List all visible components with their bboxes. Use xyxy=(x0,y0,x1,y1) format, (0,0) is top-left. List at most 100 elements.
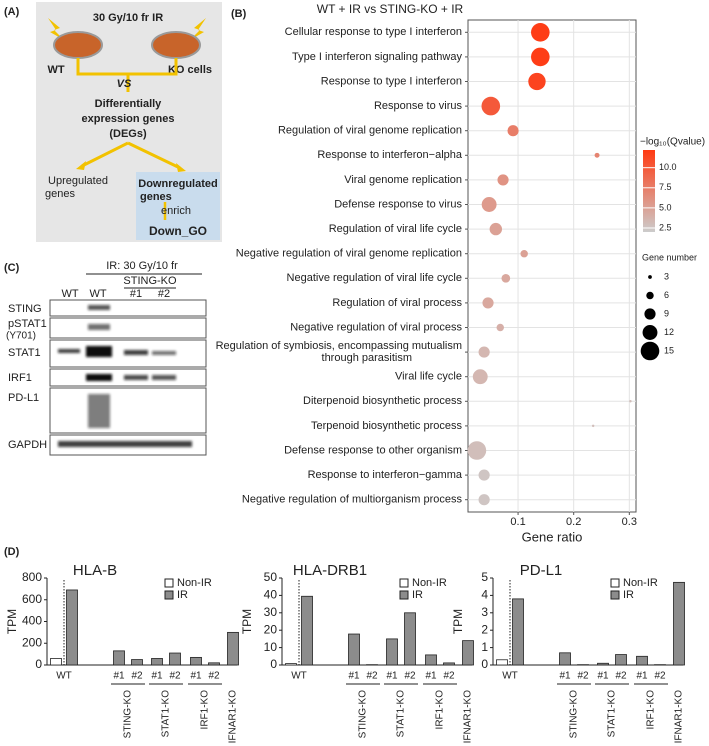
lane-label: #2 xyxy=(158,288,170,300)
dot xyxy=(481,197,497,212)
x-tick-label: #2 xyxy=(366,671,378,682)
bar xyxy=(386,638,398,666)
bar xyxy=(190,656,202,666)
x-tick-label: #2 xyxy=(443,671,455,682)
row-label: pSTAT1 xyxy=(8,318,47,330)
x-tick-label: WT xyxy=(291,671,307,682)
group-label: IFNAR1-KO xyxy=(228,690,239,744)
category-label: Negative regulation of viral life cycle xyxy=(287,272,462,284)
x-tick-label: #2 xyxy=(131,671,143,682)
y-tick-label: 50 xyxy=(264,570,278,584)
group-label: STING-KO xyxy=(123,690,134,739)
category-label: Regulation of symbiosis, encompassing mu… xyxy=(216,340,462,364)
bar xyxy=(425,654,437,666)
x-tick-label: #1 xyxy=(348,671,360,682)
dot xyxy=(528,72,546,91)
category-label: Regulation of viral life cycle xyxy=(329,223,462,235)
group-label: STAT1-KO xyxy=(161,690,172,738)
bar xyxy=(227,631,239,666)
bar xyxy=(404,612,416,666)
x-tick-label: 0.3 xyxy=(622,516,637,528)
lane-label: WT xyxy=(89,288,106,300)
bolt xyxy=(190,18,206,40)
dot xyxy=(497,174,509,186)
x-tick-label: WT xyxy=(56,671,72,682)
category-label: Viral life cycle xyxy=(395,371,462,383)
y-tick-label: 800 xyxy=(22,570,42,584)
bar xyxy=(348,633,360,666)
ko-label: KO cells xyxy=(168,64,212,76)
dot xyxy=(478,494,490,506)
panel-label: (D) xyxy=(4,546,20,558)
row-label: IRF1 xyxy=(8,372,32,384)
legend-label: IR xyxy=(177,589,188,601)
bar xyxy=(169,652,181,666)
arrow xyxy=(81,141,181,170)
y-tick-label: 200 xyxy=(22,635,42,649)
row-label: STAT1 xyxy=(8,347,41,359)
colorbar-label: 5.0 xyxy=(659,202,672,212)
row-label: GAPDH xyxy=(8,439,47,451)
bar xyxy=(512,598,524,666)
category-label: Type I interferon signaling pathway xyxy=(292,51,462,63)
y-tick-label: 3 xyxy=(481,605,488,619)
legend-swatch xyxy=(610,578,620,588)
group-label: STAT1-KO xyxy=(607,690,618,738)
panel-label: (B) xyxy=(231,8,247,20)
dot xyxy=(531,47,550,67)
y-tick-label: 400 xyxy=(22,614,42,628)
bar xyxy=(615,654,627,666)
dot xyxy=(507,125,519,137)
y-axis-label: TPM xyxy=(5,609,19,634)
x-tick-label: #1 xyxy=(425,671,437,682)
down-box xyxy=(136,172,220,240)
wt-label: WT xyxy=(47,64,64,76)
legend-swatch xyxy=(164,590,174,600)
dot xyxy=(501,273,511,283)
chart-title: HLA-DRB1 xyxy=(293,562,367,579)
group-label: STAT1-KO xyxy=(396,690,407,738)
degs-line: (DEGs) xyxy=(109,128,147,140)
bar xyxy=(496,659,508,666)
group-label: STING-KO xyxy=(569,690,580,739)
dot xyxy=(481,96,501,116)
y-tick-label: 0 xyxy=(481,657,488,671)
panel-c: (C) IR: 30 Gy/10 fr WT WT STING-KO #1 #2… xyxy=(4,260,207,456)
bar xyxy=(636,655,648,666)
bar xyxy=(151,658,163,666)
legend-swatch xyxy=(399,578,409,588)
x-tick-label: #1 xyxy=(597,671,609,682)
category-label: Defense response to other organism xyxy=(284,444,462,456)
y-tick-label: 5 xyxy=(481,570,488,584)
group-label: IRF1-KO xyxy=(646,690,657,730)
y-tick-label: 40 xyxy=(264,588,278,602)
enrich: enrich xyxy=(161,205,191,217)
legend-label: Non-IR xyxy=(623,577,658,589)
legend-title: Gene number xyxy=(642,252,697,262)
bracket xyxy=(76,58,178,92)
legend-label: Non-IR xyxy=(412,577,447,589)
blot-frames xyxy=(49,299,207,456)
dot xyxy=(629,400,632,403)
legend-label: 6 xyxy=(664,290,669,300)
panel-label: (C) xyxy=(4,262,20,274)
legend-swatch xyxy=(164,578,174,588)
y-tick-label: 0 xyxy=(35,657,42,671)
y-tick-label: 20 xyxy=(264,622,278,636)
y-tick-label: 30 xyxy=(264,605,278,619)
dot xyxy=(478,346,490,358)
y-axis-label: TPM xyxy=(451,609,465,634)
category-label: Response to interferon−gamma xyxy=(308,469,463,481)
degs-line: expression genes xyxy=(82,113,175,125)
category-label: Response to interferon−alpha xyxy=(317,149,463,161)
x-tick-label: #2 xyxy=(615,671,627,682)
lane-label: WT xyxy=(61,288,78,300)
dot xyxy=(478,469,490,481)
y-tick-label: 1 xyxy=(481,640,488,654)
treatment: 30 Gy/10 fr IR xyxy=(93,12,163,24)
legend-dot xyxy=(644,308,656,320)
category-label: Negative regulation of viral genome repl… xyxy=(236,248,462,260)
x-tick-label: #2 xyxy=(654,671,666,682)
legend-label: 3 xyxy=(664,271,669,281)
dot xyxy=(482,297,494,309)
